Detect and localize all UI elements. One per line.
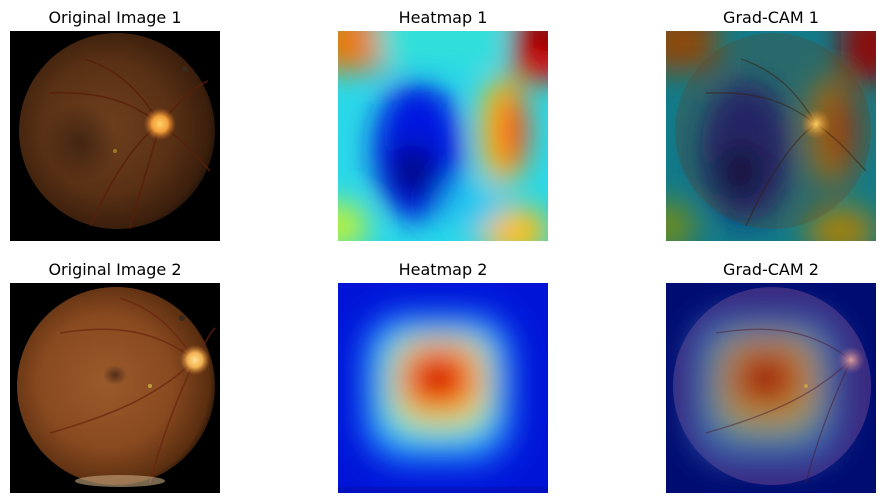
heatmap-1 (338, 31, 548, 241)
panel-title: Grad-CAM 2 (723, 260, 819, 279)
gradcam-overlay-1 (666, 31, 876, 241)
fundus-photo-1 (10, 31, 220, 241)
panel-title: Grad-CAM 1 (723, 8, 819, 27)
gradcam-overlay-2 (666, 283, 876, 493)
panel-title: Heatmap 1 (398, 8, 488, 27)
panel-title: Original Image 2 (48, 260, 182, 279)
fundus-photo-2 (10, 283, 220, 493)
panel-title: Original Image 1 (48, 8, 182, 27)
heatmap-2 (338, 283, 548, 493)
panel-title: Heatmap 2 (398, 260, 488, 279)
